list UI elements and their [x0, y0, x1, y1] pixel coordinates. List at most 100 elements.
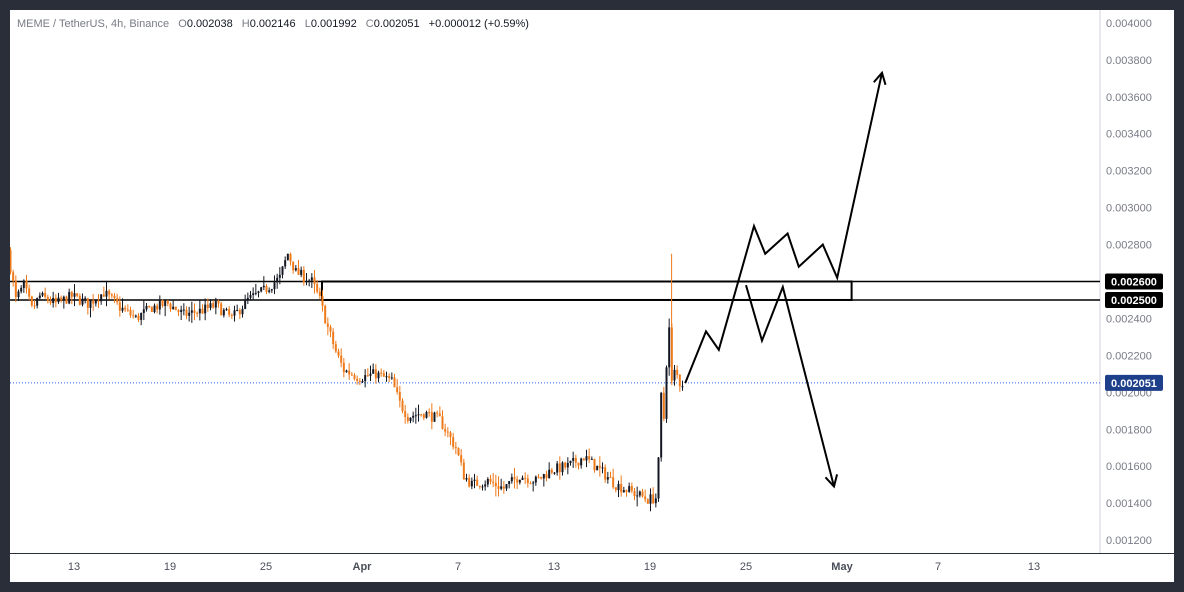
candle-body — [510, 477, 513, 482]
candle-body — [628, 486, 631, 492]
candle-body — [372, 369, 375, 374]
price-chart[interactable]: 0.004000 0.003800 0.003600 0.003400 0.003200… — [10, 10, 1174, 582]
candle-body — [492, 481, 495, 483]
legend-high-label: H — [241, 18, 250, 30]
candle-body — [633, 490, 636, 496]
candle-body — [452, 437, 455, 447]
candle-body — [118, 302, 121, 311]
candle-body — [78, 295, 81, 305]
candle-body — [150, 306, 153, 313]
candle-body — [102, 294, 105, 297]
candle-body — [28, 288, 31, 297]
candle-body — [276, 277, 279, 283]
candle-body — [601, 467, 604, 469]
candle-body — [473, 479, 476, 481]
candle-body — [438, 413, 441, 417]
candle-body — [342, 362, 345, 373]
candle-body — [476, 479, 479, 486]
candle-body — [225, 309, 228, 311]
candle-body — [420, 414, 423, 416]
candle-body — [358, 380, 361, 382]
candle-body — [76, 293, 79, 296]
candle-body — [532, 482, 535, 484]
candle-body — [340, 355, 343, 363]
candle-body — [214, 301, 217, 308]
candle-body — [132, 315, 135, 317]
candle-body — [100, 294, 103, 302]
bearish-scenario-arrow — [745, 283, 834, 486]
level-price-badge-bg — [1105, 291, 1163, 308]
candle-body — [361, 381, 364, 383]
y-tick-label: 0.001400 — [1106, 498, 1152, 510]
candle-body — [129, 309, 132, 316]
candle-body — [257, 291, 260, 293]
candle-body — [502, 486, 505, 489]
candle-body — [324, 305, 327, 324]
candle-body — [414, 415, 417, 417]
candle-body — [678, 374, 681, 387]
candle-body — [401, 400, 404, 412]
candle-body — [534, 476, 537, 483]
candle-body — [356, 378, 359, 381]
candle-body — [278, 274, 281, 278]
legend-open: 0.002038 — [186, 18, 233, 30]
candle-body — [206, 304, 209, 308]
candle-body — [433, 412, 436, 422]
candle-body — [217, 301, 220, 304]
candle-body — [484, 484, 487, 487]
candle-body — [57, 297, 60, 303]
chart-legend: MEME / TetherUS, 4h, Binance O0.002038 H… — [17, 18, 529, 30]
candle-body — [425, 412, 428, 418]
candle-body — [590, 458, 593, 460]
candle-body — [273, 282, 276, 290]
candle-body — [350, 374, 353, 376]
candle-body — [644, 496, 647, 500]
candle-body — [134, 315, 137, 317]
candle-body — [46, 296, 49, 302]
level-price-badge: 0.002500 — [1111, 295, 1157, 307]
x-tick-label: Apr — [353, 561, 373, 573]
candle-body — [233, 310, 236, 316]
candle-body — [97, 300, 100, 302]
candle-body — [156, 305, 159, 310]
candle-body — [246, 297, 249, 300]
candle-body — [649, 494, 652, 504]
candle-body — [158, 300, 161, 310]
candle-body — [44, 292, 47, 297]
candle-body — [25, 280, 28, 289]
x-tick-label: 7 — [935, 561, 941, 573]
candle-body — [294, 268, 297, 271]
candle-body — [49, 301, 52, 304]
candle-body — [169, 303, 172, 310]
candle-body — [612, 477, 615, 488]
candle-body — [326, 323, 329, 327]
candle-body — [14, 280, 17, 298]
legend-close: 0.002051 — [373, 18, 420, 30]
candle-body — [652, 494, 655, 504]
candle-body — [73, 293, 76, 297]
candle-body — [681, 386, 684, 388]
candle-body — [465, 478, 468, 480]
candle-body — [260, 287, 263, 292]
candle-body — [617, 483, 620, 491]
candle-body — [518, 479, 521, 483]
candle-body — [556, 463, 559, 473]
candle-body — [188, 312, 191, 316]
candle-body — [494, 482, 497, 487]
candle-body — [412, 415, 415, 418]
candle-body — [212, 303, 215, 308]
candle-body — [329, 326, 332, 332]
candle-body — [513, 477, 516, 480]
candle-body — [174, 306, 177, 311]
x-tick-label: 13 — [1028, 561, 1040, 573]
candle-body — [334, 344, 337, 352]
y-tick-label: 0.003800 — [1106, 55, 1152, 67]
candle-body — [630, 486, 633, 491]
candle-body — [646, 499, 649, 504]
candle-body — [516, 479, 519, 483]
x-tick-label: May — [831, 561, 853, 573]
candle-body — [577, 462, 580, 466]
candle-body — [673, 369, 676, 381]
candle-body — [300, 269, 303, 275]
candle-body — [284, 260, 287, 267]
